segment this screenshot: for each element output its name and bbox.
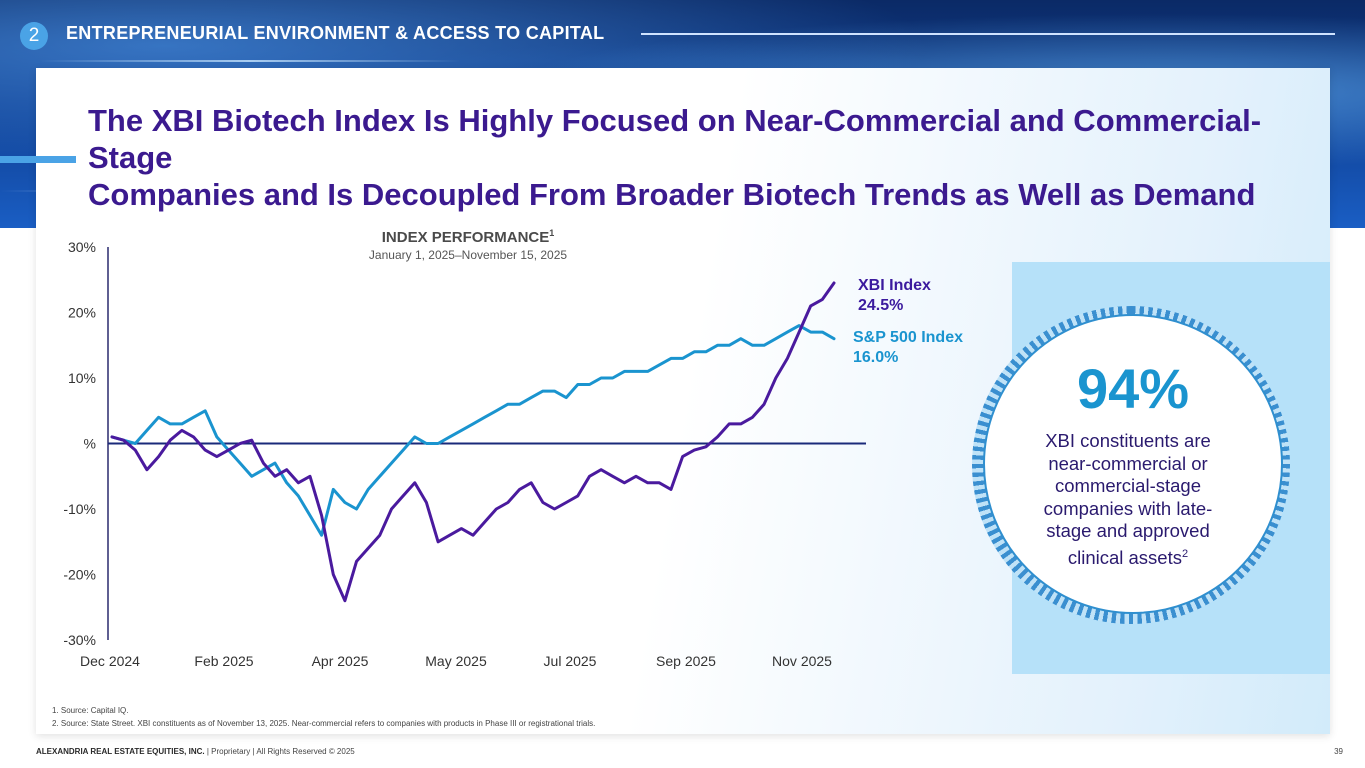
- x-tick-label: Sep 2025: [656, 653, 716, 669]
- xbi-index-line: [110, 281, 836, 603]
- y-tick-label: 30%: [68, 239, 96, 255]
- chart-title: INDEX PERFORMANCE1: [308, 228, 628, 246]
- x-tick-label: Feb 2025: [194, 653, 253, 669]
- section-rule-divider: [641, 33, 1335, 35]
- index-performance-chart: 30% 20% 10%% -10% -20% -30% Dec 2024 Feb 2025 Ap…: [63, 239, 866, 669]
- callout-footnote-ref: 2: [1182, 547, 1189, 560]
- footer-rights: | Proprietary | All Rights Reserved © 20…: [204, 747, 355, 756]
- y-tick-label: 10%: [68, 370, 96, 386]
- page-title-line-1: The XBI Biotech Index Is Highly Focused …: [88, 103, 1262, 175]
- callout-caption-line: near-commercial or: [1048, 452, 1208, 474]
- y-tick-label: -20%: [63, 567, 96, 583]
- xbi-series-label: XBI Index 24.5%: [858, 276, 931, 316]
- chart-subtitle: January 1, 2025–November 15, 2025: [368, 248, 568, 262]
- callout-percent: 94%: [1076, 357, 1190, 420]
- x-tick-label: Nov 2025: [772, 653, 832, 669]
- section-title: ENTREPRENEURIAL ENVIRONMENT & ACCESS TO …: [66, 23, 605, 43]
- sp500-series-label: S&P 500 Index 16.0%: [853, 328, 963, 368]
- callout-circle: [983, 314, 1283, 614]
- page-title: The XBI Biotech Index Is Highly Focused …: [88, 102, 1333, 213]
- callout-caption: XBI constituents are near-commercial or …: [1018, 430, 1238, 569]
- callout-caption-line: companies with late-: [1043, 497, 1213, 519]
- sp500-series-name: S&P 500 Index: [853, 329, 963, 346]
- x-tick-label: May 2025: [425, 653, 487, 669]
- y-tick-label: 20%: [68, 305, 96, 321]
- sp500-index-line: [110, 324, 836, 537]
- x-tick-label: Jul 2025: [544, 653, 597, 669]
- callout-caption-line: commercial-stage: [1055, 475, 1201, 496]
- callout-caption-text: clinical assets: [1067, 546, 1182, 568]
- title-accent-bar: [0, 156, 76, 163]
- light-streak: [40, 60, 460, 62]
- y-tick-label: -30%: [63, 632, 96, 648]
- x-tick-label: Dec 2024: [80, 653, 140, 669]
- footnote-2: 2. Source: State Street. XBI constituent…: [52, 719, 596, 728]
- page-title-line-2: Companies and Is Decoupled From Broader …: [88, 177, 1256, 212]
- x-tick-label: Apr 2025: [312, 653, 369, 669]
- callout-caption-line: stage and approved: [1046, 520, 1210, 541]
- footnote-1: 1. Source: Capital IQ.: [52, 706, 129, 715]
- xbi-series-name: XBI Index: [858, 277, 931, 294]
- callout-caption-line: clinical assets2: [1018, 543, 1238, 570]
- y-tick-label: -10%: [63, 501, 96, 517]
- xbi-series-value: 24.5%: [858, 297, 904, 314]
- footer-company: ALEXANDRIA REAL ESTATE EQUITIES, INC.: [36, 747, 205, 756]
- chart-title-footnote-ref: 1: [549, 228, 555, 238]
- section-number-badge: 2: [20, 22, 48, 50]
- section-header: 2 ENTREPRENEURIAL ENVIRONMENT & ACCESS T…: [20, 20, 1335, 50]
- y-tick-label: %: [84, 436, 96, 452]
- footnotes: 1. Source: Capital IQ. 2. Source: State …: [52, 704, 595, 730]
- callout-caption-line: XBI constituents are: [1045, 430, 1211, 451]
- page-number: 39: [1334, 747, 1343, 756]
- chart-title-text: INDEX PERFORMANCE: [381, 229, 550, 246]
- footer: ALEXANDRIA REAL ESTATE EQUITIES, INC. | …: [36, 747, 355, 756]
- sp500-series-value: 16.0%: [853, 349, 899, 366]
